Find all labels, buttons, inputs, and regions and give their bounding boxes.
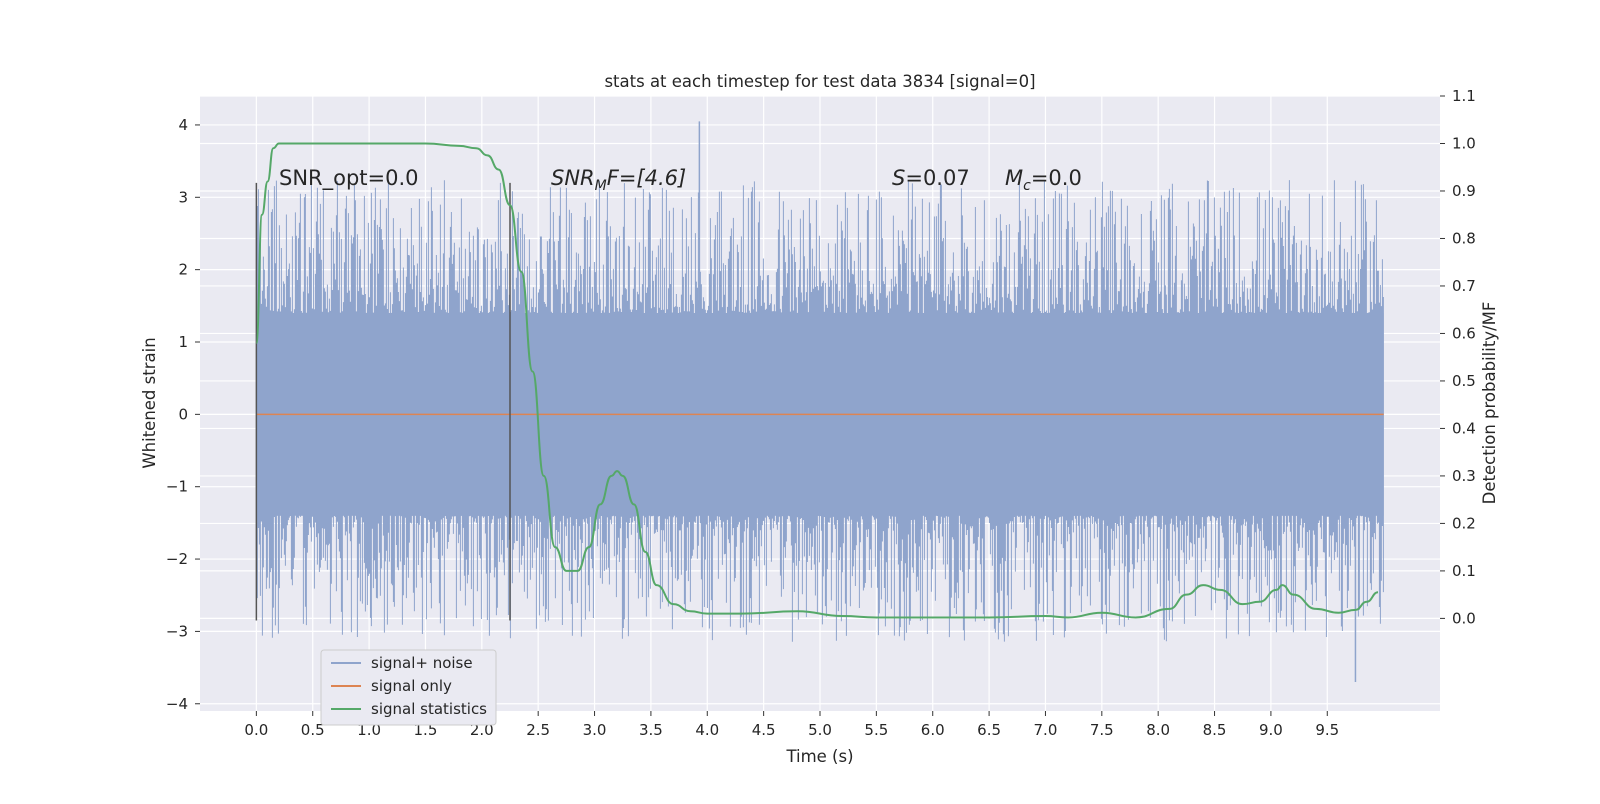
- y-axis-label: Whitened strain: [140, 337, 159, 468]
- x-tick-label: 5.5: [864, 721, 888, 739]
- y-tick-label: −3: [166, 622, 188, 640]
- x-tick-label: 2.5: [526, 721, 550, 739]
- mc-value: =0.0: [1031, 166, 1082, 190]
- x-tick-label: 6.5: [977, 721, 1001, 739]
- s-annotation: S=0.07: [892, 166, 970, 190]
- y2-tick-label: 0.2: [1452, 514, 1476, 532]
- snr-mf-annotation: SNRMF=[4.6]: [551, 166, 686, 194]
- y2-tick-label: 1.0: [1452, 134, 1476, 152]
- legend-box: [320, 649, 497, 726]
- x-tick-label: 3.0: [583, 721, 607, 739]
- x-tick-label: 0.0: [244, 721, 268, 739]
- x-tick-label: 9.5: [1315, 721, 1339, 739]
- signal-statistics-series: [255, 142, 1379, 619]
- x-tick-label: 8.5: [1203, 721, 1227, 739]
- x-tick-label: 8.0: [1146, 721, 1170, 739]
- x-tick-label: 7.5: [1090, 721, 1114, 739]
- y-tick-label: 4: [178, 116, 188, 134]
- y-tick-label: −2: [166, 550, 188, 568]
- y2-tick-label: 0.6: [1452, 324, 1476, 342]
- snr-mf-sub: M: [595, 178, 607, 194]
- x-tick-label: 0.5: [301, 721, 325, 739]
- y2-tick-label: 0.9: [1452, 182, 1476, 200]
- axis-ticks: 0.0 0.5 1.0 1.5 2.0 2.5 3.0 3.5 4.0 4.5 5.0 5.5 6.0 6…: [166, 87, 1476, 739]
- mc-sub: c: [1023, 178, 1031, 194]
- y2-tick-label: 0.8: [1452, 229, 1476, 247]
- legend-label-noise: signal+ noise: [371, 654, 473, 672]
- annotations: SNR_opt=0.0 SNRMF=[4.6] S=0.07 Mc=0.0: [279, 166, 1082, 194]
- snr-mf-rest: F=[4.6]: [607, 166, 686, 190]
- y-tick-label: 3: [178, 188, 188, 206]
- s-symbol: S: [892, 166, 905, 190]
- y-tick-label: 0: [178, 405, 188, 423]
- x-tick-label: 5.0: [808, 721, 832, 739]
- y-tick-label: −1: [166, 478, 188, 496]
- x-tick-label: 4.5: [752, 721, 776, 739]
- y2-tick-label: 0.7: [1452, 277, 1476, 295]
- chart-title: stats at each timestep for test data 383…: [604, 72, 1035, 91]
- x-tick-label: 6.0: [921, 721, 945, 739]
- y2-tick-label: 0.3: [1452, 467, 1476, 485]
- x-tick-label: 9.0: [1259, 721, 1283, 739]
- vertical-markers: [255, 182, 511, 621]
- y2-tick-label: 0.4: [1452, 419, 1476, 437]
- y-tick-label: −4: [166, 695, 188, 713]
- signal-statistics-line: [255, 142, 1379, 619]
- legend-label-signal: signal only: [371, 677, 452, 695]
- y2-tick-label: 0.0: [1452, 609, 1476, 627]
- y2-tick-label: 0.5: [1452, 372, 1476, 390]
- y2-tick-label: 0.1: [1452, 562, 1476, 580]
- y-tick-label: 2: [178, 261, 188, 279]
- y-tick-label: 1: [178, 333, 188, 351]
- snr-mf-base: SNR: [551, 166, 595, 190]
- y2-tick-label: 1.1: [1452, 87, 1476, 105]
- mc-annotation: Mc=0.0: [1005, 166, 1082, 194]
- x-tick-label: 7.0: [1034, 721, 1058, 739]
- x-tick-label: 3.5: [639, 721, 663, 739]
- legend-label-stats: signal statistics: [371, 700, 487, 718]
- snr-opt-annotation: SNR_opt=0.0: [279, 166, 419, 191]
- legend: signal+ noise signal only signal statist…: [320, 649, 497, 726]
- s-value: =0.07: [905, 166, 969, 190]
- y2-axis-label: Detection probability/MF: [1480, 302, 1499, 505]
- x-axis-label: Time (s): [785, 747, 853, 766]
- x-tick-label: 4.0: [695, 721, 719, 739]
- mc-symbol: M: [1005, 166, 1023, 190]
